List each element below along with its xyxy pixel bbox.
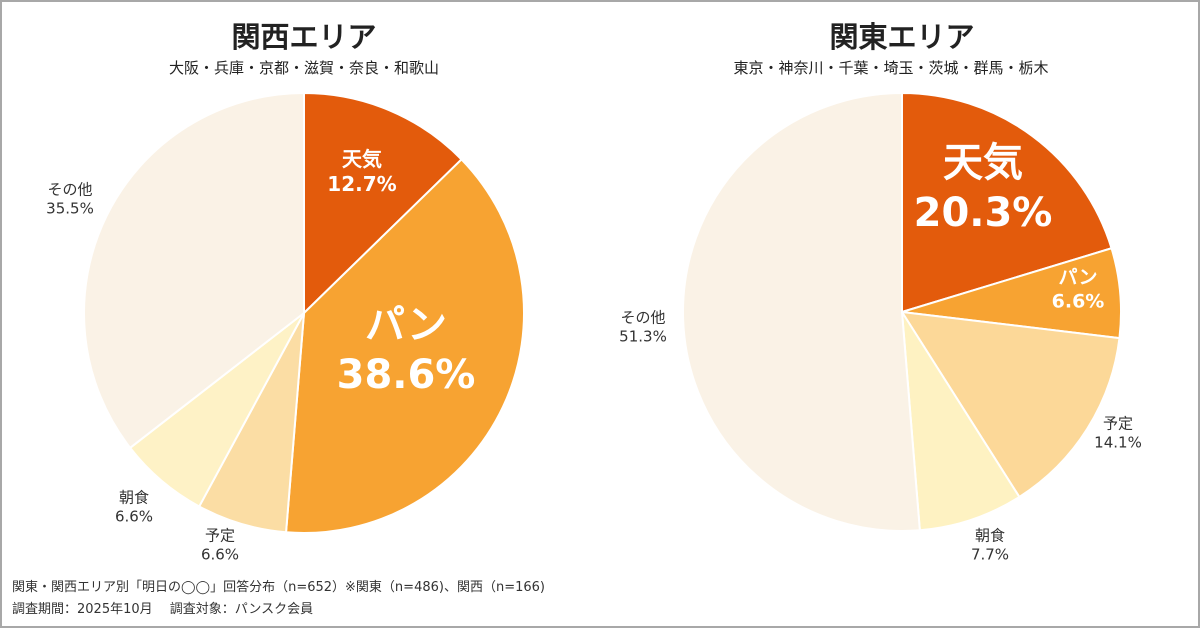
label-kansai-plan: 予定 6.6%	[200, 526, 240, 563]
label-kansai-weather: 天気 12.7%	[327, 147, 397, 196]
label-kanto-breakfast: 朝食 7.7%	[970, 526, 1010, 563]
pie-slice-kansai-4	[83, 91, 305, 450]
label-kansai-breakfast: 朝食 6.6%	[114, 488, 154, 525]
chart-title-kanto: 関東エリア	[829, 20, 975, 54]
pie-slice-kanto-0	[901, 91, 1113, 314]
footer-survey: 調査期間：2025年10月 調査対象：パンスク会員	[12, 602, 314, 617]
chart-subtitle-kanto: 東京・神奈川・千葉・埼玉・茨城・群馬・栃木	[733, 59, 1049, 77]
pie-slice-kanto-3	[901, 311, 1021, 532]
label-kanto-weather: 天気 20.3%	[913, 140, 1053, 236]
pie-slice-kanto-2	[900, 310, 1121, 499]
pie-slice-kansai-1	[284, 157, 525, 534]
pie-slice-kansai-0	[303, 91, 463, 316]
chart-title-kansai: 関西エリア	[231, 20, 377, 54]
label-kanto-other: その他 51.3%	[619, 308, 667, 345]
pie-slice-kanto-4	[682, 91, 921, 532]
footer-note: 関東・関西エリア別「明日の◯◯」回答分布（n=652）※関東（n=486)、関西…	[12, 580, 545, 595]
label-kanto-plan: 予定 14.1%	[1094, 414, 1142, 451]
label-kansai-bread: パン 38.6%	[336, 302, 476, 398]
chart-subtitle-kansai: 大阪・兵庫・京都・滋賀・奈良・和歌山	[168, 59, 439, 77]
label-kansai-other: その他 35.5%	[46, 180, 94, 217]
label-kanto-bread: パン 6.6%	[1051, 266, 1105, 312]
